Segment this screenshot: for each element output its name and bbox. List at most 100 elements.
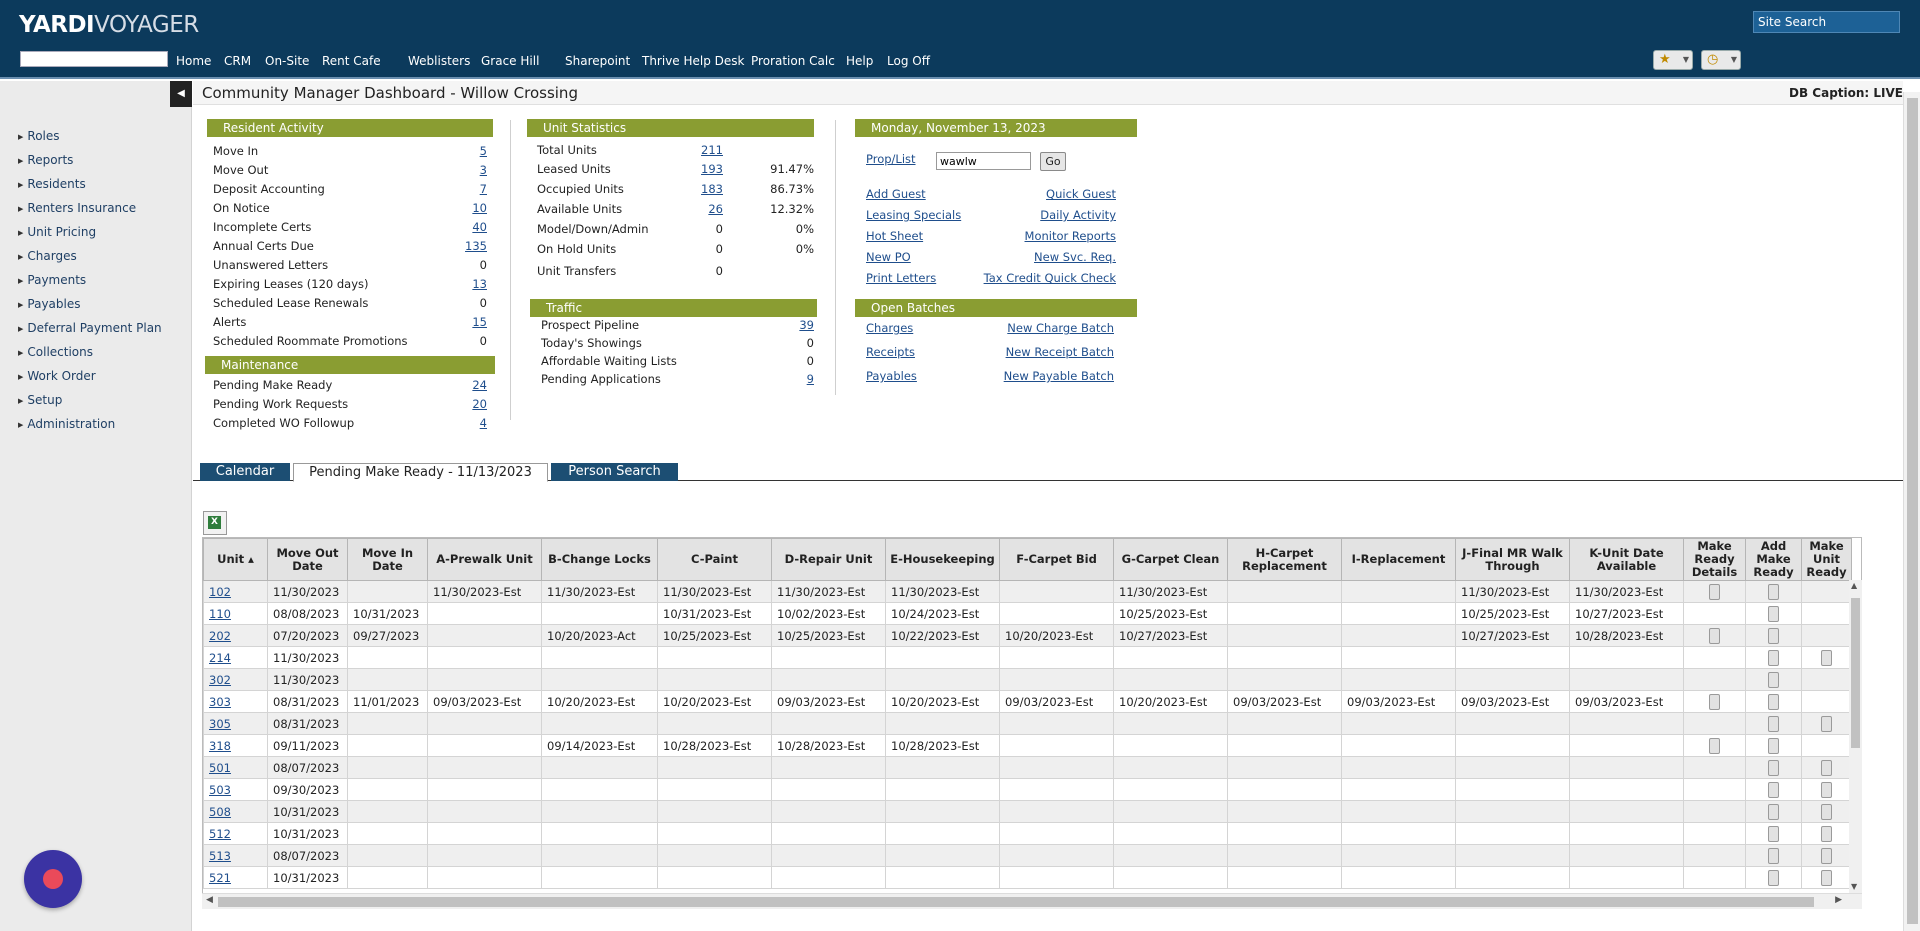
sidebar-item-unit-pricing[interactable]: ▶ Unit Pricing [18,225,96,239]
make-unit-ready-button[interactable] [1821,781,1832,798]
row-value[interactable]: 20 [472,397,487,411]
unit-link[interactable]: 302 [209,672,231,687]
column-header[interactable]: J-Final MR Walk Through [1455,538,1570,581]
unit-link[interactable]: 521 [209,870,231,885]
batch-link[interactable]: Charges [866,321,914,335]
sidebar-item-charges[interactable]: ▶ Charges [18,249,77,263]
unit-link[interactable]: 214 [209,650,231,665]
add-make-ready-button[interactable] [1768,847,1779,864]
column-header[interactable]: Move In Date [347,538,428,581]
tab-pending-make-ready[interactable]: Pending Make Ready - 11/13/2023 [293,463,548,482]
column-header[interactable]: G-Carpet Clean [1113,538,1228,581]
new-batch-link[interactable]: New Payable Batch [1003,369,1114,383]
go-button[interactable]: Go [1040,152,1066,171]
column-header[interactable]: B-Change Locks [541,538,658,581]
batch-link[interactable]: Receipts [866,345,915,359]
row-value[interactable]: 5 [479,144,487,158]
add-make-ready-button[interactable] [1768,583,1779,600]
add-make-ready-button[interactable] [1768,627,1779,644]
property-selector-input[interactable] [20,51,168,67]
add-make-ready-button[interactable] [1768,781,1779,798]
column-header[interactable]: C-Paint [657,538,772,581]
column-header[interactable]: Move Out Date [267,538,348,581]
unit-link[interactable]: 102 [209,584,231,599]
add-make-ready-button[interactable] [1768,825,1779,842]
add-make-ready-button[interactable] [1768,759,1779,776]
make-unit-ready-button[interactable] [1821,759,1832,776]
new-batch-link[interactable]: New Receipt Batch [1005,345,1114,359]
unit-link[interactable]: 501 [209,760,231,775]
export-excel-button[interactable]: X [203,511,227,535]
scroll-up-icon[interactable]: ▲ [1851,581,1858,590]
row-value[interactable]: 26 [708,202,723,216]
scroll-right-icon[interactable]: ▶ [1835,895,1842,905]
nav-rent-cafe[interactable]: Rent Cafe [322,54,381,68]
row-value[interactable]: 135 [465,239,487,253]
nav-weblisters[interactable]: Weblisters [408,54,471,68]
row-value[interactable]: 40 [472,220,487,234]
date-panel-link[interactable]: Add Guest [866,187,926,201]
unit-link[interactable]: 503 [209,782,231,797]
row-value[interactable]: 9 [806,372,814,386]
nav-sharepoint[interactable]: Sharepoint [565,54,631,68]
scroll-down-icon[interactable]: ▼ [1851,882,1858,891]
grid-vertical-scrollbar[interactable]: ▲ ▼ [1849,580,1862,893]
sidebar-item-deferral-payment-plan[interactable]: ▶ Deferral Payment Plan [18,321,162,335]
sidebar-item-roles[interactable]: ▶ Roles [18,129,60,143]
sidebar-item-administration[interactable]: ▶ Administration [18,417,115,431]
nav-proration-calc[interactable]: Proration Calc [751,54,835,68]
date-panel-link[interactable]: Print Letters [866,271,937,285]
row-value[interactable]: 4 [479,416,487,430]
sidebar-item-setup[interactable]: ▶ Setup [18,393,62,407]
scroll-left-icon[interactable]: ◀ [206,895,213,905]
scrollbar-thumb[interactable] [218,897,1814,907]
row-value[interactable]: 193 [701,162,723,176]
sidebar-item-payables[interactable]: ▶ Payables [18,297,80,311]
add-make-ready-button[interactable] [1768,671,1779,688]
make-ready-details-button[interactable] [1709,737,1720,754]
batch-link[interactable]: Payables [866,369,917,383]
nav-crm[interactable]: CRM [224,54,252,68]
date-panel-link[interactable]: New Svc. Req. [1034,250,1116,264]
nav-log-off[interactable]: Log Off [887,54,930,68]
grid-horizontal-scrollbar[interactable]: ◀ ▶ [202,893,1862,909]
date-panel-link[interactable]: Leasing Specials [866,208,962,222]
column-header[interactable]: Add Make Ready [1745,538,1802,581]
date-panel-link[interactable]: Monitor Reports [1024,229,1116,243]
unit-link[interactable]: 303 [209,694,231,709]
make-ready-details-button[interactable] [1709,693,1720,710]
scrollbar-thumb[interactable] [1851,598,1860,748]
column-header[interactable]: F-Carpet Bid [999,538,1114,581]
make-unit-ready-button[interactable] [1821,847,1832,864]
sidebar-item-residents[interactable]: ▶ Residents [18,177,86,191]
make-ready-details-button[interactable] [1709,583,1720,600]
add-make-ready-button[interactable] [1768,737,1779,754]
make-unit-ready-button[interactable] [1821,803,1832,820]
row-value[interactable]: 211 [701,143,723,157]
row-value[interactable]: 13 [472,277,487,291]
unit-link[interactable]: 508 [209,804,231,819]
make-unit-ready-button[interactable] [1821,825,1832,842]
row-value[interactable]: 24 [472,378,487,392]
site-search-input[interactable]: Site Search [1753,11,1900,33]
history-button[interactable]: ◷ ▼ [1701,50,1741,70]
date-panel-link[interactable]: New PO [866,250,911,264]
nav-home[interactable]: Home [176,54,212,68]
add-make-ready-button[interactable] [1768,715,1779,732]
date-panel-link[interactable]: Tax Credit Quick Check [983,271,1116,285]
row-value[interactable]: 15 [472,315,487,329]
scrollbar-thumb[interactable] [1907,98,1918,924]
row-value[interactable]: 3 [479,163,487,177]
unit-link[interactable]: 110 [209,606,231,621]
prop-code-input[interactable] [936,152,1031,170]
add-make-ready-button[interactable] [1768,869,1779,886]
column-header[interactable]: Make Unit Ready [1801,538,1852,581]
collapse-sidebar-button[interactable]: ◀ [170,81,192,107]
date-panel-link[interactable]: Quick Guest [1046,187,1116,201]
sidebar-item-renters-insurance[interactable]: ▶ Renters Insurance [18,201,136,215]
chat-launcher-button[interactable] [24,850,82,908]
row-value[interactable]: 7 [479,182,487,196]
date-panel-link[interactable]: Daily Activity [1040,208,1116,222]
nav-on-site[interactable]: On-Site [265,54,310,68]
unit-link[interactable]: 318 [209,738,231,753]
